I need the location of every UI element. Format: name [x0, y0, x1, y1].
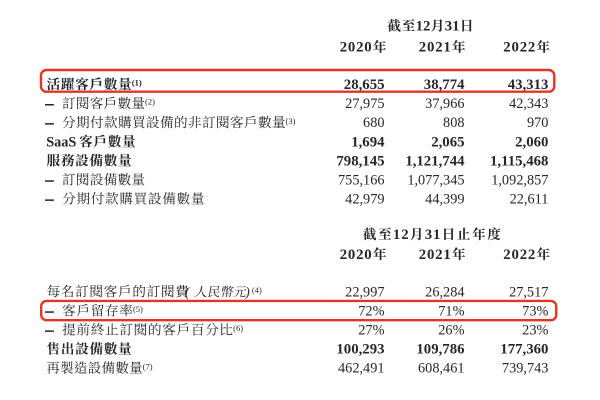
svg-text:31: 31	[445, 19, 460, 35]
svg-text:(5): (5)	[133, 304, 143, 314]
svg-text:22,997: 22,997	[345, 284, 384, 300]
svg-text:798,145: 798,145	[336, 153, 384, 169]
svg-text:462,491: 462,491	[338, 361, 384, 377]
svg-text:(6): (6)	[233, 323, 243, 333]
svg-text:26%: 26%	[438, 323, 464, 339]
svg-text:44,399: 44,399	[425, 192, 464, 208]
svg-text:2022: 2022	[503, 40, 536, 56]
svg-text:72%: 72%	[358, 303, 384, 319]
svg-text:(1): (1)	[132, 78, 142, 88]
svg-text:(: (	[185, 284, 191, 299]
svg-text:42,343: 42,343	[509, 96, 548, 112]
svg-text:27,975: 27,975	[345, 96, 384, 112]
svg-text:(2): (2)	[145, 97, 155, 107]
svg-text:100,293: 100,293	[336, 342, 384, 358]
svg-text:): )	[244, 284, 250, 299]
svg-text:37,966: 37,966	[425, 96, 464, 112]
svg-text:2021: 2021	[419, 247, 452, 263]
svg-text:27,517: 27,517	[509, 284, 548, 300]
svg-text:808: 808	[443, 115, 464, 131]
svg-text:608,461: 608,461	[418, 361, 464, 377]
svg-text:2021: 2021	[419, 40, 452, 56]
svg-text:2022: 2022	[503, 247, 536, 263]
svg-text:1,694: 1,694	[351, 134, 385, 150]
svg-text:12: 12	[393, 227, 410, 243]
svg-text:1,115,468: 1,115,468	[490, 153, 548, 169]
svg-text:739,743: 739,743	[502, 361, 548, 377]
svg-text:42,979: 42,979	[345, 192, 384, 208]
svg-text:2020: 2020	[340, 40, 373, 56]
svg-text:1,077,345: 1,077,345	[407, 172, 464, 188]
svg-text:38,774: 38,774	[424, 77, 465, 93]
svg-text:22,611: 22,611	[510, 192, 549, 208]
svg-text:(7): (7)	[143, 361, 153, 371]
svg-text:1,121,744: 1,121,744	[405, 153, 465, 169]
svg-text:73%: 73%	[522, 303, 548, 319]
svg-text:109,786: 109,786	[416, 342, 464, 358]
svg-text:2,060: 2,060	[515, 134, 548, 150]
svg-text:2,065: 2,065	[431, 134, 464, 150]
svg-text:1,092,857: 1,092,857	[491, 172, 548, 188]
svg-text:177,360: 177,360	[500, 342, 548, 358]
svg-text:23%: 23%	[522, 323, 548, 339]
svg-text:71%: 71%	[438, 303, 464, 319]
svg-text:43,313: 43,313	[508, 77, 549, 93]
svg-text:2020: 2020	[340, 247, 373, 263]
svg-text:755,166: 755,166	[338, 172, 384, 188]
svg-text:SaaS: SaaS	[46, 134, 76, 150]
svg-text:970: 970	[527, 115, 548, 131]
svg-text:12: 12	[416, 19, 431, 35]
svg-text:26,284: 26,284	[425, 284, 464, 300]
svg-text:27%: 27%	[358, 323, 384, 339]
svg-text:31: 31	[425, 227, 442, 243]
svg-text:28,655: 28,655	[344, 77, 385, 93]
svg-text:(3): (3)	[286, 116, 296, 126]
svg-text:680: 680	[363, 115, 384, 131]
svg-text:(4): (4)	[252, 285, 262, 295]
